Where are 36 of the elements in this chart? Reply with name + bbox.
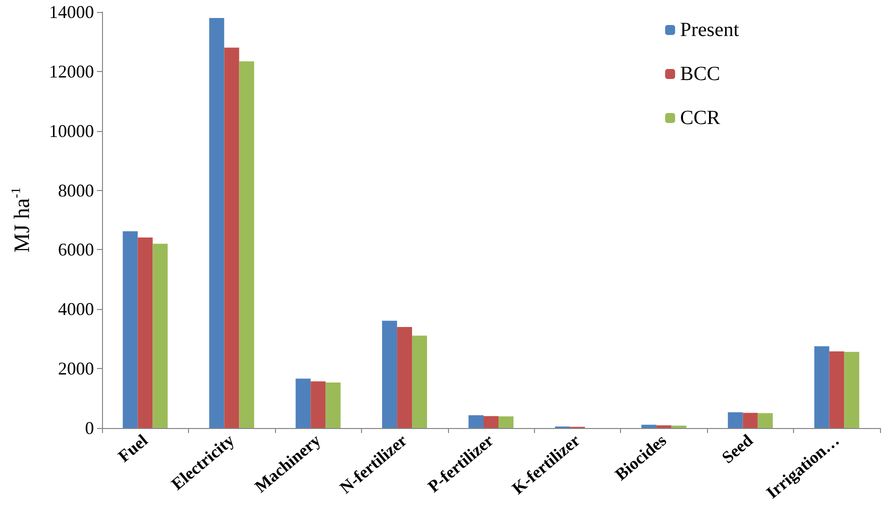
y-tick-label: 12000 [49,61,94,82]
bar [397,326,412,428]
y-tick-label: 6000 [58,240,94,260]
y-axis-title: MJ ha-1 [8,187,34,253]
bar [814,346,830,428]
y-tick-label: 8000 [58,180,94,200]
y-tick-label: 14000 [49,2,94,22]
bar [152,244,168,428]
bar [310,381,326,428]
bar [468,415,484,428]
bar [484,416,498,428]
legend-label: Present [680,19,740,41]
bar [296,378,311,428]
bar [829,351,844,428]
bar [122,231,138,428]
bar [742,412,758,428]
y-tick-label: 10000 [49,120,94,141]
bar [641,424,656,428]
bar [239,61,254,428]
bar [326,382,341,428]
legend-label: BCC [680,63,720,85]
y-tick-label: 4000 [58,299,94,320]
bar [498,416,514,428]
bar [656,425,672,428]
bar [209,18,224,428]
bar [844,352,860,428]
y-tick-label: 2000 [58,358,94,379]
bar [138,238,153,428]
bar [224,48,240,428]
legend-label: CCR [680,107,721,129]
y-tick-label: 0 [85,418,94,438]
bar [758,413,773,428]
bar [382,320,398,428]
bar [412,336,428,428]
bar [728,412,743,428]
x-tick-label: Fuel [114,430,152,466]
